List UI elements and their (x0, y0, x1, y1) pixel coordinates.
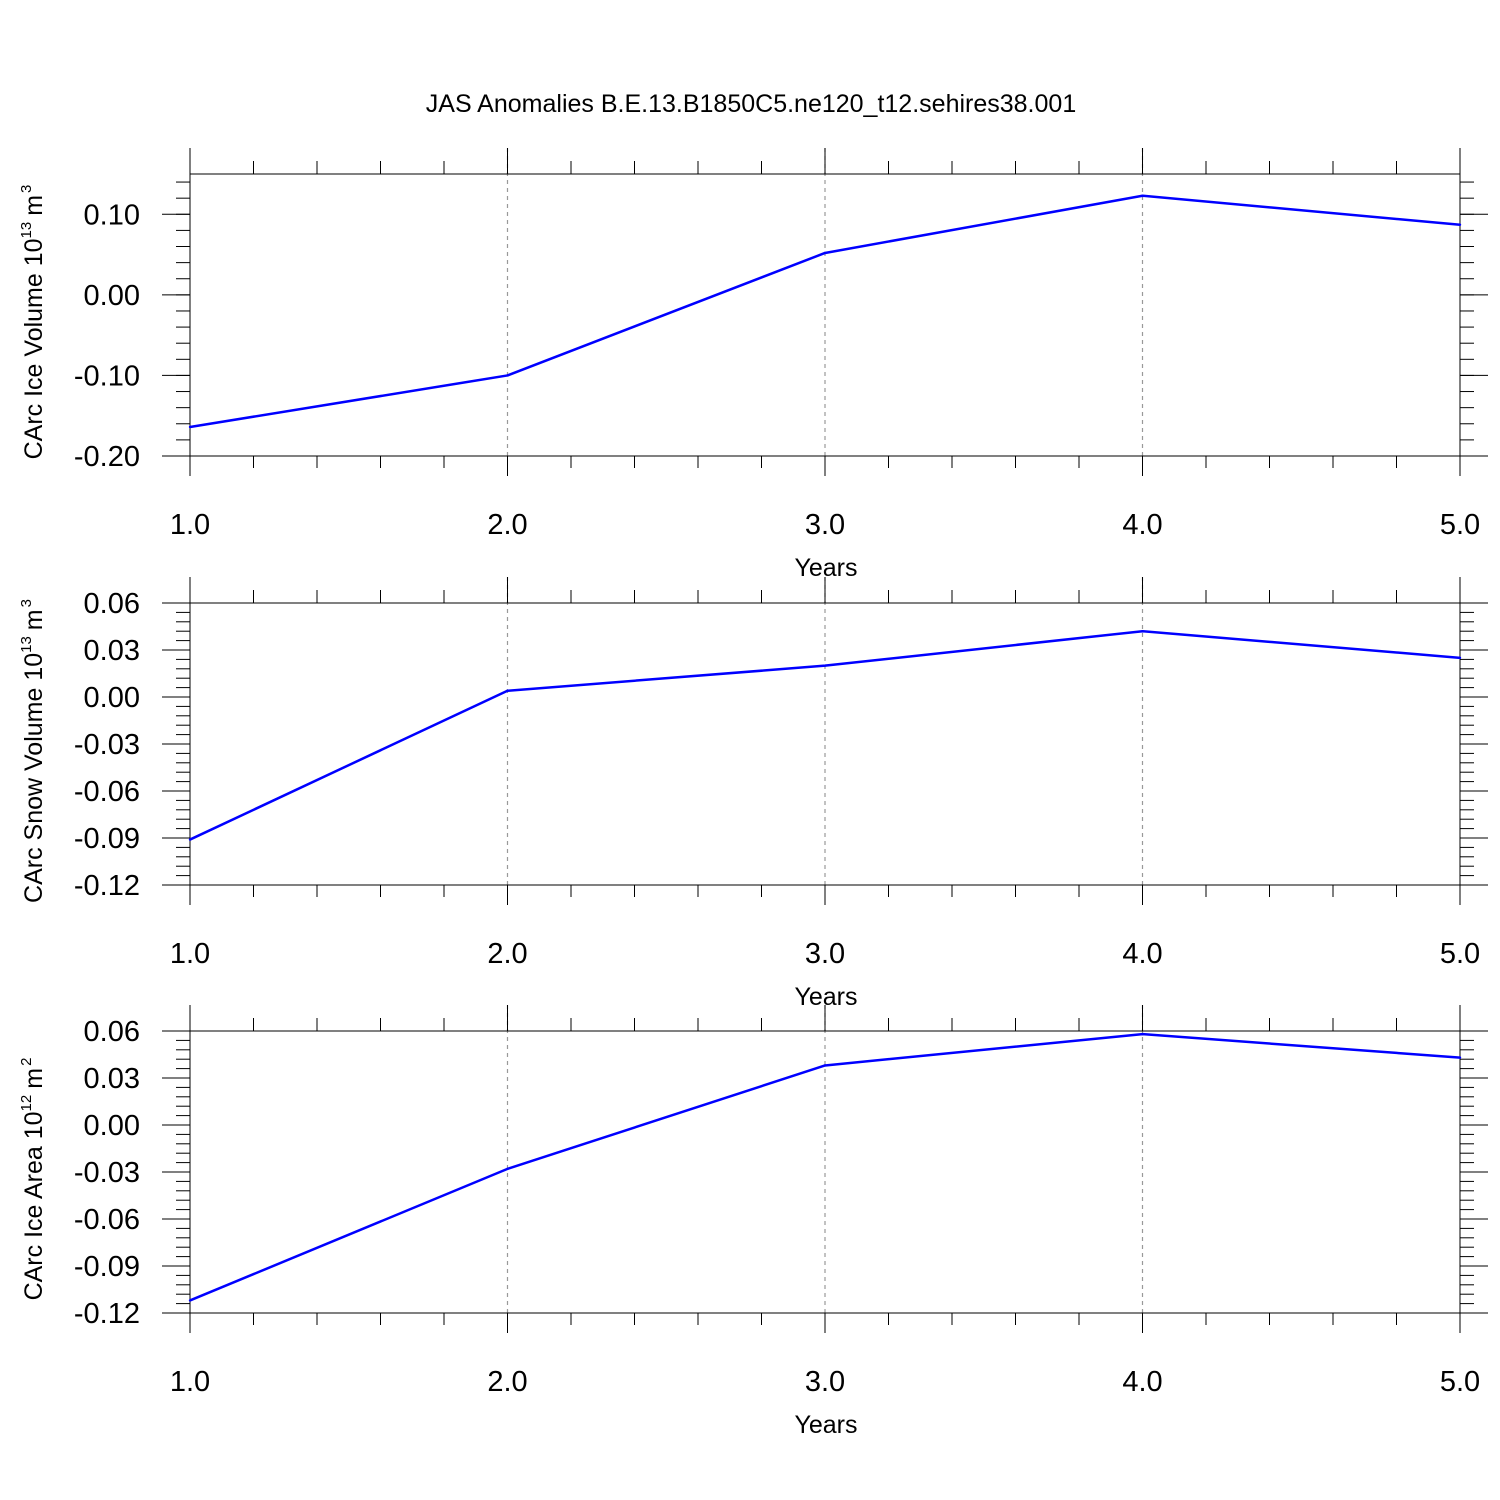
data-point (1141, 630, 1144, 633)
x-tick-label: 3.0 (805, 1366, 845, 1398)
y-tick-label: -0.12 (74, 1298, 140, 1330)
panel-ice-volume: 1.0 2.0 3.0 4.0 5.0 -0.20 -0.10 0.00 0.10 Years CA… (18, 148, 1488, 582)
y-axis-label-text: CArc Snow Volume 10 (20, 653, 48, 903)
data-point (188, 838, 192, 841)
data-point (823, 251, 827, 255)
data-point (188, 1299, 192, 1302)
x-tick-label: 5.0 (1440, 1366, 1480, 1398)
y-tick-label: -0.09 (74, 1251, 140, 1283)
x-tick-label: 4.0 (1122, 938, 1162, 970)
y-tick-label: -0.03 (74, 729, 140, 761)
y-tick-label: 0.03 (84, 1063, 140, 1095)
y-tick-label: 0.00 (84, 1110, 140, 1142)
data-point (823, 664, 827, 667)
panel-snow-volume: 1.0 2.0 3.0 4.0 5.0 -0.12 -0.09 -0.06 -0.03 0.00 0… (18, 577, 1488, 1011)
x-tick-label: 5.0 (1440, 938, 1480, 970)
y-axis-label-exponent: 13 (18, 636, 35, 653)
y-tick-label: -0.10 (74, 360, 140, 392)
y-tick-label: 0.00 (84, 280, 140, 312)
y-axis-label-exponent: 13 (18, 222, 35, 239)
y-axis-label-unit-exponent: 3 (18, 599, 35, 607)
data-point (188, 425, 192, 429)
y-axis-label: CArc Snow Volume 1013 m 3 (18, 599, 48, 903)
data-point (1458, 223, 1462, 226)
y-tick-label: -0.20 (74, 441, 140, 473)
y-tick-label: 0.03 (84, 635, 140, 667)
y-tick-label: 0.00 (84, 682, 140, 714)
y-tick-label: 0.06 (84, 588, 140, 620)
y-axis-label: CArc Ice Volume 1013 m 3 (18, 185, 48, 460)
y-tick-label: -0.06 (74, 1204, 140, 1236)
y-tick-label: 0.10 (84, 199, 140, 231)
y-axis-label-unit-exponent: 2 (18, 1058, 35, 1066)
y-axis-label-exponent: 12 (18, 1095, 35, 1112)
x-tick-label: 2.0 (487, 509, 527, 541)
data-point (1141, 194, 1144, 197)
y-axis-label-text: CArc Ice Volume 10 (20, 238, 48, 459)
x-axis-label: Years (794, 1411, 857, 1439)
figure-title: JAS Anomalies B.E.13.B1850C5.ne120_t12.s… (426, 90, 1076, 118)
y-tick-label: -0.03 (74, 1157, 140, 1189)
x-tick-label: 3.0 (805, 509, 845, 541)
y-axis-label-text: CArc Ice Area 10 (20, 1111, 48, 1300)
y-tick-label: 0.06 (84, 1016, 140, 1048)
x-tick-label: 3.0 (805, 938, 845, 970)
y-axis-label: CArc Ice Area 1012 m 2 (18, 1058, 48, 1301)
x-tick-label: 5.0 (1440, 509, 1480, 541)
chart-panels: 1.0 2.0 3.0 4.0 5.0 -0.20 -0.10 0.00 0.10 Years CA… (18, 148, 1488, 1439)
x-tick-label: 4.0 (1122, 1366, 1162, 1398)
x-tick-label: 1.0 (170, 938, 210, 970)
y-axis-label-unit-exponent: 3 (18, 185, 35, 193)
panel-ice-area: 1.0 2.0 3.0 4.0 5.0 -0.12 -0.09 -0.06 -0.03 0.00 0… (18, 1005, 1488, 1439)
x-tick-label: 1.0 (170, 1366, 210, 1398)
x-axis-label: Years (794, 983, 857, 1011)
x-axis-label: Years (794, 554, 857, 582)
y-tick-label: -0.06 (74, 776, 140, 808)
y-axis-label-unit: m (20, 195, 48, 216)
x-tick-label: 4.0 (1122, 509, 1162, 541)
y-axis-label-unit: m (20, 1068, 48, 1089)
data-point (1141, 1032, 1144, 1036)
data-point (506, 689, 509, 692)
data-point (1458, 656, 1462, 660)
y-axis-label-unit: m (20, 609, 48, 630)
data-point (823, 1064, 827, 1067)
y-tick-label: -0.12 (74, 870, 140, 902)
x-tick-label: 2.0 (487, 938, 527, 970)
x-tick-label: 1.0 (170, 509, 210, 541)
data-point (506, 1167, 509, 1171)
series-line-snow-volume (189, 629, 1461, 841)
y-tick-label: -0.09 (74, 823, 140, 855)
data-point (1458, 1056, 1462, 1059)
data-point (506, 374, 509, 377)
x-tick-label: 2.0 (487, 1366, 527, 1398)
